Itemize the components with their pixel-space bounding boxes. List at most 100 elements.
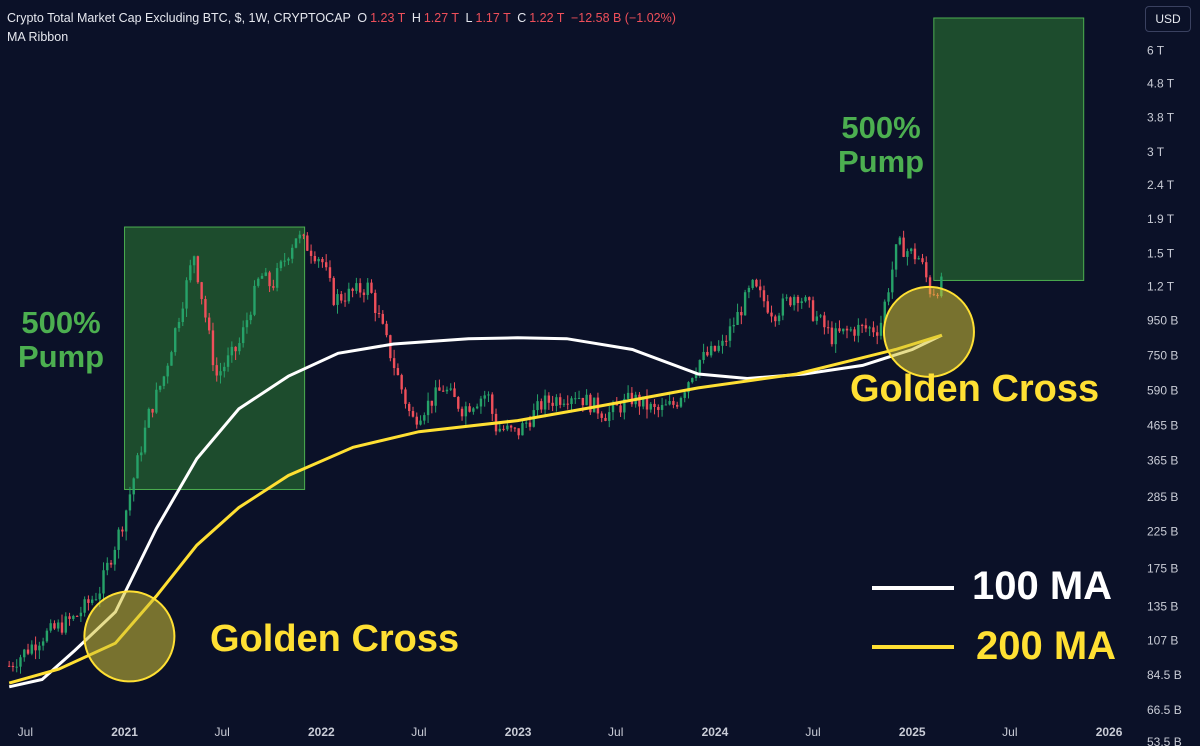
legend-label-100ma: 100 MA — [972, 564, 1113, 608]
candle-body — [41, 641, 45, 646]
candle-body — [868, 327, 871, 329]
candle-body — [226, 355, 230, 367]
x-tick-label: Jul — [1002, 725, 1017, 739]
candle-body — [883, 301, 886, 323]
candle-body — [317, 258, 320, 262]
y-tick-label: 225 B — [1147, 525, 1178, 539]
pump-annotation-right: 500% Pump — [838, 110, 925, 179]
candle-body — [324, 262, 328, 268]
candle-body — [211, 330, 215, 366]
candle-body — [691, 378, 694, 383]
candle-body — [849, 329, 852, 331]
candle-body — [766, 301, 769, 313]
candle-body — [566, 403, 569, 405]
y-tick-label: 53.5 B — [1147, 735, 1182, 746]
y-tick-label: 3 T — [1147, 145, 1165, 159]
candle-body — [453, 388, 456, 398]
candle-body — [438, 387, 441, 391]
candle-body — [275, 268, 279, 288]
y-tick-label: 3.8 T — [1147, 111, 1175, 125]
candle-body — [781, 298, 785, 316]
x-tick-label: 2026 — [1096, 725, 1123, 739]
candle-body — [834, 328, 837, 345]
candle-body — [158, 385, 162, 390]
candle-body — [72, 615, 75, 619]
candle-body — [11, 665, 15, 668]
change-value: −12.58 B (−1.02%) — [570, 11, 676, 25]
candle-body — [498, 428, 501, 432]
y-tick-label: 365 B — [1147, 454, 1178, 468]
candle-body — [215, 365, 218, 376]
y-tick-label: 4.8 T — [1147, 76, 1175, 90]
close-value: 1.22 T — [529, 11, 565, 25]
candle-body — [351, 288, 354, 291]
candle-body — [30, 644, 34, 654]
candle-body — [777, 315, 781, 322]
candle-body — [751, 279, 754, 288]
candle-body — [702, 351, 705, 361]
candle-body — [102, 570, 105, 594]
candle-body — [630, 392, 634, 405]
candle-body — [385, 323, 388, 336]
candle-body — [434, 387, 437, 406]
candle-body — [49, 623, 52, 631]
candle-body — [600, 413, 603, 418]
candle-body — [913, 248, 917, 260]
candle-body — [430, 400, 434, 406]
currency-button[interactable]: USD — [1145, 6, 1191, 32]
candle-body — [241, 327, 245, 344]
x-tick-label: Jul — [805, 725, 820, 739]
candle-body — [638, 394, 641, 407]
candle-body — [604, 417, 607, 421]
candle-body — [815, 316, 819, 321]
candle-body — [725, 340, 728, 342]
candle-body — [268, 272, 271, 287]
candle-body — [887, 292, 890, 302]
candle-body — [645, 396, 649, 410]
candle-body — [166, 365, 169, 377]
candle-body — [879, 322, 883, 336]
candle-body — [140, 452, 143, 456]
axes: 6 T 4.8 T 3.8 T 3 T 2.4 T 1.9 T 1.5 T 1.2 T 950 … — [18, 44, 1182, 746]
candle-body — [132, 478, 135, 495]
candle-body — [396, 368, 400, 376]
candle-body — [649, 403, 652, 410]
x-tick-label: Jul — [214, 725, 229, 739]
candle-body — [528, 422, 532, 427]
candle-body — [408, 403, 411, 412]
indicator-label[interactable]: MA Ribbon — [7, 30, 69, 44]
candle-body — [909, 248, 913, 252]
candle-body — [177, 322, 181, 329]
candle-body — [842, 328, 845, 332]
candle-body — [487, 394, 490, 396]
candle-body — [709, 345, 713, 356]
candle-body — [592, 397, 596, 413]
candle-body — [657, 406, 660, 410]
candle-body — [623, 398, 626, 413]
candle-body — [675, 404, 679, 407]
open-value: 1.23 T — [370, 11, 406, 25]
candle-body — [736, 312, 739, 325]
candle-body — [740, 312, 743, 316]
candle-body — [64, 616, 67, 633]
candle-body — [543, 395, 547, 410]
candle-body — [124, 510, 128, 532]
candle-body — [45, 630, 49, 642]
candle-body — [743, 292, 747, 316]
y-tick-label: 107 B — [1147, 633, 1178, 647]
candle-body — [811, 300, 815, 321]
candle-body — [894, 244, 898, 270]
candle-body — [653, 403, 656, 407]
candle-body — [770, 312, 773, 317]
candle-body — [804, 297, 807, 302]
candle-body — [540, 401, 543, 410]
candle-body — [838, 328, 841, 332]
candle-body — [619, 405, 622, 413]
candle-body — [389, 335, 392, 359]
y-tick-label: 66.5 B — [1147, 703, 1182, 717]
legend — [872, 586, 954, 649]
candle-body — [185, 280, 188, 309]
candle-body — [441, 390, 445, 392]
candle-body — [468, 406, 471, 412]
